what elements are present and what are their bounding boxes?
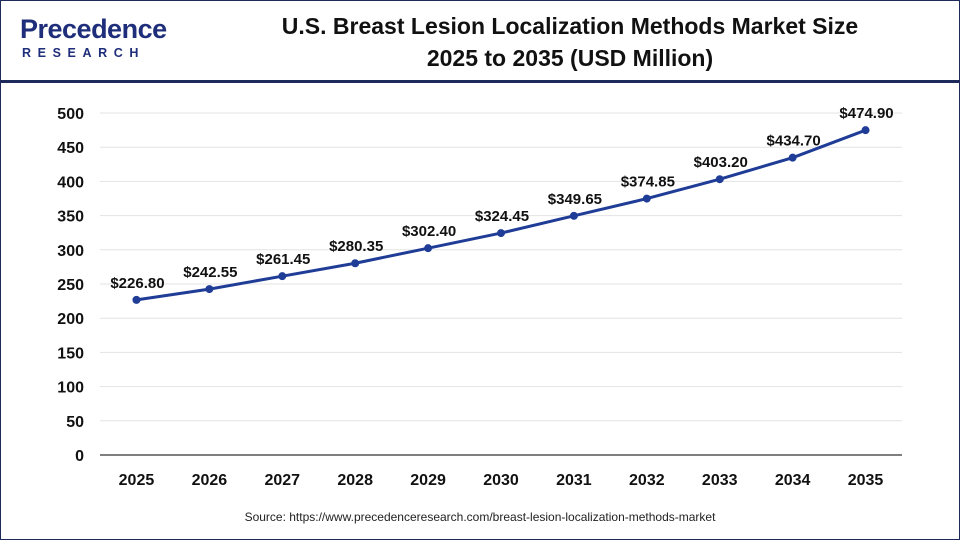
- x-tick-label-2033: 2033: [702, 472, 738, 489]
- data-label-2031: $349.65: [548, 191, 602, 208]
- data-point-2034: [788, 153, 797, 162]
- x-tick-label-2025: 2025: [119, 472, 155, 489]
- data-point-2025: [132, 295, 141, 304]
- data-point-2026: [205, 285, 214, 294]
- title-divider: [0, 80, 960, 83]
- y-tick-label-250: 250: [57, 277, 84, 294]
- data-label-2030: $324.45: [475, 208, 529, 225]
- data-point-2028: [351, 259, 360, 268]
- data-label-2027: $261.45: [256, 251, 310, 268]
- y-tick-label-450: 450: [57, 140, 84, 157]
- data-point-2027: [278, 272, 287, 281]
- data-label-2032: $374.85: [621, 174, 675, 191]
- x-tick-label-2032: 2032: [629, 472, 665, 489]
- x-tick-label-2026: 2026: [192, 472, 228, 489]
- chart-title: U.S. Breast Lesion Localization Methods …: [210, 10, 930, 74]
- chart-title-line-2: 2025 to 2035 (USD Million): [426, 45, 714, 71]
- x-tick-label-2027: 2027: [264, 472, 300, 489]
- y-tick-label-200: 200: [57, 311, 84, 328]
- x-tick-label-2028: 2028: [337, 472, 373, 489]
- data-label-2029: $302.40: [402, 223, 456, 240]
- data-point-2032: [642, 194, 651, 203]
- y-tick-label-0: 0: [75, 448, 84, 465]
- data-label-2034: $434.70: [767, 133, 821, 150]
- y-tick-label-150: 150: [57, 345, 84, 362]
- x-tick-label-2031: 2031: [556, 472, 592, 489]
- data-point-2029: [424, 244, 433, 253]
- y-tick-label-100: 100: [57, 380, 84, 397]
- x-tick-label-2030: 2030: [483, 472, 519, 489]
- y-tick-label-400: 400: [57, 174, 84, 191]
- data-label-2026: $242.55: [183, 264, 237, 281]
- y-tick-label-50: 50: [66, 414, 84, 431]
- data-label-2035: $474.90: [839, 105, 893, 122]
- data-label-2033: $403.20: [694, 154, 748, 171]
- x-tick-label-2029: 2029: [410, 472, 446, 489]
- y-tick-label-300: 300: [57, 243, 84, 260]
- brand-logo: Precedence RESEARCH: [18, 14, 168, 64]
- data-point-2030: [497, 229, 505, 238]
- brand-sub: RESEARCH: [22, 46, 145, 60]
- data-point-2031: [569, 211, 578, 220]
- y-tick-label-350: 350: [57, 209, 84, 226]
- data-point-2035: [861, 126, 870, 135]
- brand-name: Precedence: [20, 14, 167, 44]
- data-point-2033: [715, 175, 724, 184]
- x-tick-label-2034: 2034: [775, 472, 811, 489]
- x-tick-label-2035: 2035: [848, 472, 884, 489]
- chart-title-line-1: U.S. Breast Lesion Localization Methods …: [281, 13, 859, 39]
- y-tick-label-500: 500: [57, 106, 84, 123]
- data-label-2025: $226.80: [110, 275, 164, 292]
- data-label-2028: $280.35: [329, 238, 383, 255]
- source-note: Source: https://www.precedenceresearch.c…: [244, 510, 716, 524]
